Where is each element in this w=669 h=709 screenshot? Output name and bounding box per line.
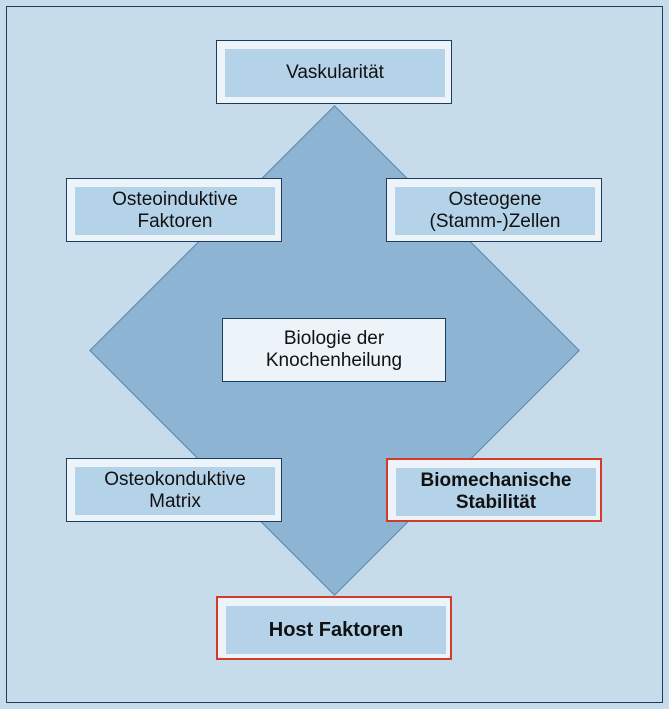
box-host: Host Faktoren (216, 596, 452, 660)
box-osteoinduktive: Osteoinduktive Faktoren (66, 178, 282, 242)
box-osteokonduktive-label: Osteokonduktive Matrix (104, 469, 246, 513)
box-biomechanische-inner: Biomechanische Stabilität (396, 468, 596, 516)
box-vaskularitat-label: Vaskularität (286, 62, 384, 84)
box-osteokonduktive-inner: Osteokonduktive Matrix (75, 467, 275, 515)
box-host-inner: Host Faktoren (226, 606, 446, 654)
diagram-canvas: Vaskularität Osteoinduktive Faktoren Osteo… (0, 0, 669, 709)
box-biomechanische: Biomechanische Stabilität (386, 458, 602, 522)
box-osteoinduktive-label: Osteoinduktive Faktoren (112, 189, 238, 233)
box-biologie-label: Biologie der Knochenheilung (266, 328, 402, 372)
box-osteokonduktive: Osteokonduktive Matrix (66, 458, 282, 522)
box-osteogene-label: Osteogene (Stamm-)Zellen (430, 189, 561, 233)
box-host-label: Host Faktoren (269, 619, 403, 642)
box-biologie: Biologie der Knochenheilung (222, 318, 446, 382)
box-vaskularitat-inner: Vaskularität (225, 49, 445, 97)
box-osteogene: Osteogene (Stamm-)Zellen (386, 178, 602, 242)
box-vaskularitat: Vaskularität (216, 40, 452, 104)
box-osteoinduktive-inner: Osteoinduktive Faktoren (75, 187, 275, 235)
box-osteogene-inner: Osteogene (Stamm-)Zellen (395, 187, 595, 235)
box-biomechanische-label: Biomechanische Stabilität (421, 470, 572, 514)
